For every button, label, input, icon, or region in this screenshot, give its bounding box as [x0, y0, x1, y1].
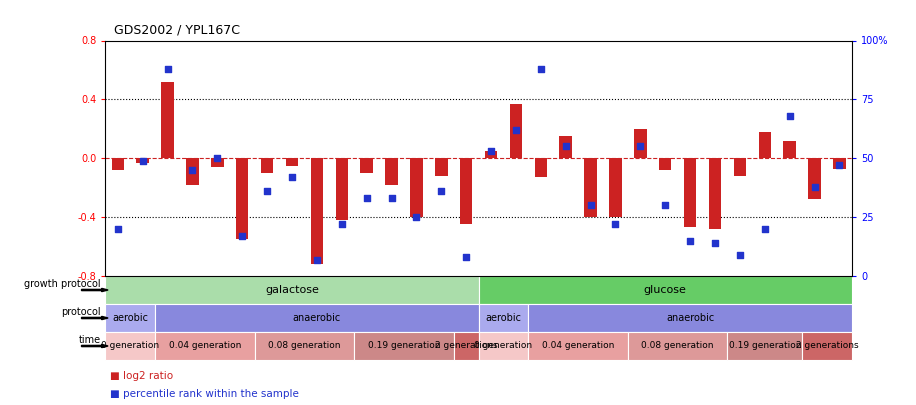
Bar	[535, 158, 547, 177]
Bar	[478, 332, 529, 360]
Text: 0.04 generation: 0.04 generation	[542, 341, 615, 350]
Bar	[758, 132, 771, 158]
Bar	[659, 158, 671, 170]
Point	[210, 155, 224, 162]
Text: protocol: protocol	[61, 307, 101, 318]
Text: time: time	[79, 335, 101, 345]
Point	[310, 256, 324, 263]
Text: 0.08 generation: 0.08 generation	[641, 341, 714, 350]
Bar	[105, 332, 155, 360]
Point	[160, 66, 175, 72]
Text: 2 generations: 2 generations	[796, 341, 858, 350]
Bar	[105, 304, 155, 332]
Bar	[727, 332, 802, 360]
Point	[484, 148, 498, 154]
Bar	[155, 332, 255, 360]
Text: 0.19 generation: 0.19 generation	[728, 341, 801, 350]
Text: aerobic: aerobic	[485, 313, 521, 323]
Bar	[628, 332, 727, 360]
Bar	[386, 158, 398, 185]
Bar	[186, 158, 199, 185]
Bar	[311, 158, 323, 264]
Bar	[529, 304, 852, 332]
Bar	[335, 158, 348, 220]
Point	[508, 127, 523, 133]
Bar	[709, 158, 721, 229]
Bar	[410, 158, 422, 217]
Bar	[211, 158, 224, 167]
Point	[260, 188, 275, 194]
Bar	[734, 158, 747, 176]
Point	[459, 254, 474, 260]
Text: GDS2002 / YPL167C: GDS2002 / YPL167C	[114, 23, 241, 36]
Point	[185, 167, 200, 173]
Bar	[136, 158, 149, 163]
Point	[136, 158, 150, 164]
Bar	[460, 158, 473, 224]
Point	[285, 174, 300, 180]
Bar	[609, 158, 622, 217]
Text: anaerobic: anaerobic	[293, 313, 341, 323]
Point	[111, 226, 125, 232]
Bar	[354, 332, 453, 360]
Text: 0.19 generation: 0.19 generation	[367, 341, 441, 350]
Text: 0.08 generation: 0.08 generation	[268, 341, 341, 350]
Text: 2 generations: 2 generations	[435, 341, 497, 350]
Point	[409, 214, 424, 220]
Bar	[261, 158, 273, 173]
Point	[658, 202, 672, 209]
Bar	[560, 136, 572, 158]
Text: 0 generation: 0 generation	[474, 341, 532, 350]
Point	[434, 188, 449, 194]
Point	[633, 143, 648, 150]
Bar	[783, 141, 796, 158]
Bar	[155, 304, 478, 332]
Bar	[105, 276, 478, 304]
Bar	[834, 158, 845, 168]
Point	[334, 221, 349, 228]
Point	[359, 195, 374, 202]
Text: aerobic: aerobic	[113, 313, 148, 323]
Point	[608, 221, 623, 228]
Point	[384, 195, 398, 202]
Bar	[112, 158, 124, 170]
Text: ■ log2 ratio: ■ log2 ratio	[110, 371, 173, 381]
Bar	[236, 158, 248, 239]
Bar	[808, 158, 821, 200]
Bar	[435, 158, 448, 176]
Point	[782, 113, 797, 119]
Text: anaerobic: anaerobic	[666, 313, 714, 323]
Point	[807, 183, 822, 190]
Point	[708, 240, 723, 246]
Text: 0 generation: 0 generation	[101, 341, 159, 350]
Bar	[360, 158, 373, 173]
Bar	[485, 151, 497, 158]
Bar	[161, 82, 174, 158]
Bar	[634, 129, 647, 158]
Text: growth protocol: growth protocol	[24, 279, 101, 290]
Text: 0.04 generation: 0.04 generation	[169, 341, 241, 350]
Point	[682, 237, 697, 244]
Bar	[453, 332, 478, 360]
Point	[733, 252, 747, 258]
Point	[583, 202, 598, 209]
Bar	[286, 158, 299, 166]
Point	[234, 233, 249, 239]
Bar	[684, 158, 696, 228]
Text: glucose: glucose	[644, 285, 687, 295]
Point	[832, 162, 846, 168]
Bar	[584, 158, 597, 217]
Point	[533, 66, 548, 72]
Bar	[255, 332, 354, 360]
Text: galactose: galactose	[265, 285, 319, 295]
Point	[559, 143, 573, 150]
Bar	[509, 104, 522, 158]
Bar	[478, 276, 852, 304]
Bar	[529, 332, 628, 360]
Text: ■ percentile rank within the sample: ■ percentile rank within the sample	[110, 389, 299, 399]
Bar	[478, 304, 529, 332]
Bar	[802, 332, 852, 360]
Point	[758, 226, 772, 232]
